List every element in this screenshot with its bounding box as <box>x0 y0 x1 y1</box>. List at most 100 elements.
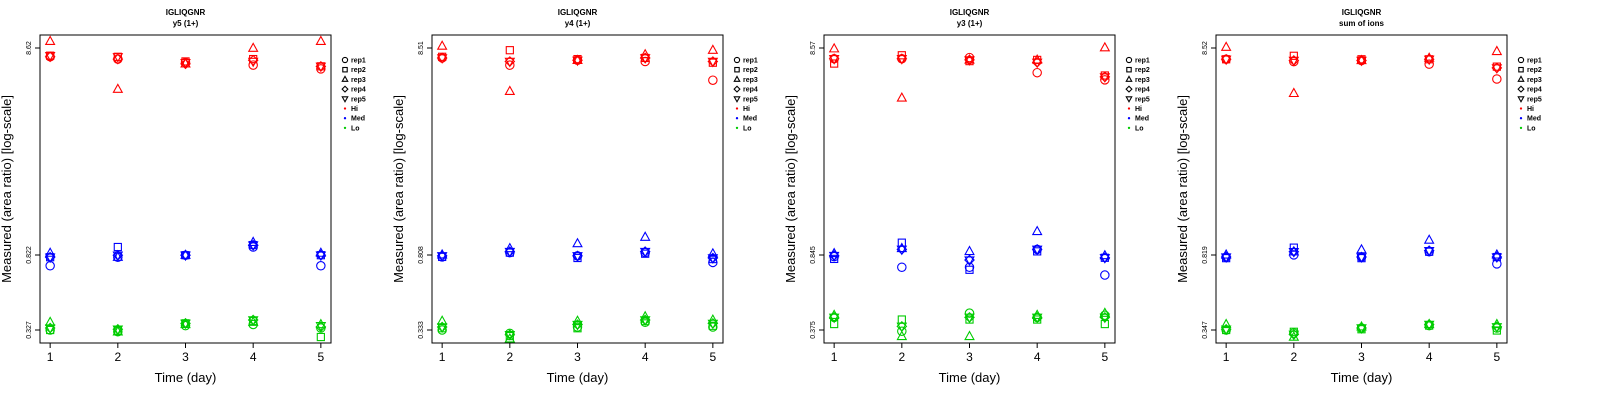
data-point-hi-rep1 <box>316 64 326 74</box>
x-tick-label: 5 <box>710 350 717 364</box>
legend-marker-rep1 <box>733 56 741 64</box>
data-point-med-rep5 <box>1491 253 1503 264</box>
legend-marker-rep2 <box>1518 66 1524 73</box>
data-point-med-rep5 <box>639 247 651 258</box>
x-tick-label: 4 <box>642 350 649 364</box>
data-point-med-rep3 <box>1423 234 1435 244</box>
data-point-lo-rep3 <box>315 318 327 329</box>
data-point-hi-rep5 <box>1099 73 1111 83</box>
legend-marker-rep5 <box>341 96 349 103</box>
data-point-med-rep3 <box>1356 243 1367 254</box>
data-point-lo-rep3 <box>504 332 516 343</box>
data-point-med-rep5 <box>828 251 840 262</box>
legend-label-med: Med <box>1527 116 1541 123</box>
data-point-hi-rep5 <box>1288 56 1300 67</box>
data-point-lo-rep5 <box>828 313 840 324</box>
plot-frame <box>431 34 724 344</box>
legend-marker-lo <box>735 126 739 130</box>
data-point-hi-rep1 <box>708 75 718 85</box>
legend-label-hi: Hi <box>1527 106 1534 113</box>
data-point-hi-rep3 <box>964 53 975 64</box>
legend-marker-rep5 <box>733 96 741 103</box>
data-point-hi-rep3 <box>504 85 516 96</box>
data-point-med-rep3 <box>504 242 516 253</box>
legend-label-lo: Lo <box>743 125 752 132</box>
legend-marker-rep4 <box>341 85 349 93</box>
data-point-hi-rep5 <box>964 56 975 66</box>
y-tick-label: 0.347 <box>1202 321 1209 339</box>
data-point-lo-rep2 <box>1100 319 1109 329</box>
data-point-hi-rep1 <box>1424 59 1434 69</box>
data-point-med-rep5 <box>315 251 327 262</box>
data-point-hi-rep5 <box>436 54 448 64</box>
data-point-lo-rep3 <box>1423 318 1435 329</box>
chart-svg-2: IGLIQGNR y4 (1+) 1 2 3 4 5 0.333 0.808 8.51 Time (… <box>392 8 758 385</box>
y-tick-label: 8.57 <box>810 41 817 55</box>
y-tick-label: 0.808 <box>418 246 425 264</box>
data-point-lo-rep5 <box>436 323 448 333</box>
data-point-hi-rep3 <box>1491 45 1503 56</box>
x-axis-label: Time (day) <box>1331 370 1393 385</box>
y-tick-label: 0.822 <box>26 246 33 264</box>
legend-marker-med <box>735 117 739 120</box>
series-hi <box>828 41 1111 102</box>
legend-marker-rep4 <box>1517 85 1525 93</box>
x-tick-label: 1 <box>47 350 54 364</box>
data-point-med-rep2 <box>830 254 839 264</box>
data-point-hi-rep5 <box>639 54 651 64</box>
y-axis-label: Measured (area ratio) [log-scale] <box>392 95 406 283</box>
legend-label-rep5: rep5 <box>351 96 366 103</box>
data-point-med-rep3 <box>572 237 583 248</box>
y-axis-label: Measured (area ratio) [log-scale] <box>1176 95 1190 283</box>
x-tick-label: 5 <box>318 350 325 364</box>
data-point-hi-rep5 <box>1220 55 1232 66</box>
legend-label-hi: Hi <box>351 106 358 113</box>
legend-marker-rep3 <box>733 75 741 82</box>
data-point-hi-rep1 <box>505 60 515 70</box>
legend-marker-hi <box>735 107 739 110</box>
data-point-lo-rep3 <box>896 330 908 341</box>
plot-frame <box>39 34 332 344</box>
series-med <box>828 225 1111 280</box>
legend-marker-rep5 <box>1517 96 1525 103</box>
data-point-med-rep3 <box>707 247 719 258</box>
data-point-med-rep5 <box>1220 253 1232 264</box>
legend-marker-rep3 <box>1517 75 1525 82</box>
data-point-hi-rep1 <box>1032 67 1042 78</box>
data-point-hi-rep5 <box>44 51 56 62</box>
y-axis-label: Measured (area ratio) [log-scale] <box>0 95 14 283</box>
data-point-lo-rep5 <box>896 322 908 333</box>
legend-label-med: Med <box>351 116 365 123</box>
chart-panel-1: IGLIQGNR y5 (1+) 1 2 3 4 5 0.327 0.822 8.62 Time (… <box>0 0 400 400</box>
x-tick-label: 3 <box>1358 350 1365 364</box>
legend-label-rep2: rep2 <box>1135 67 1150 74</box>
data-point-med-rep3 <box>1288 245 1300 256</box>
data-point-lo-rep5 <box>1356 324 1367 334</box>
data-point-hi-rep3 <box>44 35 56 46</box>
legend-marker-rep1 <box>1125 56 1133 64</box>
data-point-lo-rep5 <box>1220 325 1232 336</box>
data-point-hi-rep2 <box>505 46 514 55</box>
series-lo <box>828 307 1111 341</box>
x-tick-label: 2 <box>1290 350 1297 364</box>
data-point-lo-rep3 <box>707 313 719 324</box>
data-point-lo-rep1 <box>708 322 718 332</box>
data-point-med-rep5 <box>707 254 719 264</box>
data-point-lo-rep5 <box>1031 313 1043 324</box>
data-point-lo-rep3 <box>964 330 975 341</box>
data-point-med-rep5 <box>964 256 975 267</box>
chart-panel-3: IGLIQGNR y3 (1+) 1 2 3 4 5 0.375 0.845 8.57 Time (… <box>784 0 1184 400</box>
series-med <box>44 236 327 271</box>
data-point-lo-rep1 <box>1289 328 1299 338</box>
legend-marker-lo <box>1127 126 1131 130</box>
data-point-hi-rep2 <box>1289 51 1298 60</box>
data-point-hi-rep1 <box>248 60 258 70</box>
legend-marker-rep3 <box>1125 75 1133 82</box>
data-point-med-rep2 <box>965 265 974 274</box>
data-point-lo-rep1 <box>897 326 907 336</box>
data-point-lo-rep3 <box>1099 307 1111 317</box>
chart-subtitle: y4 (1+) <box>565 19 591 28</box>
legend-label-med: Med <box>1135 116 1149 123</box>
data-point-lo-rep5 <box>1099 313 1111 324</box>
legend-marker-rep3 <box>341 75 349 82</box>
